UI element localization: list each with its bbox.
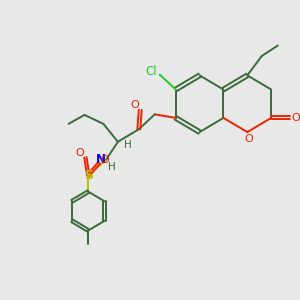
Text: H: H <box>124 140 132 150</box>
Text: O: O <box>292 113 300 123</box>
Text: O: O <box>101 155 110 165</box>
Text: O: O <box>75 148 84 158</box>
Text: Cl: Cl <box>146 64 158 77</box>
Text: N: N <box>96 153 106 166</box>
Text: O: O <box>130 100 139 110</box>
Text: O: O <box>244 134 253 144</box>
Text: H: H <box>108 162 116 172</box>
Text: S: S <box>84 169 93 182</box>
